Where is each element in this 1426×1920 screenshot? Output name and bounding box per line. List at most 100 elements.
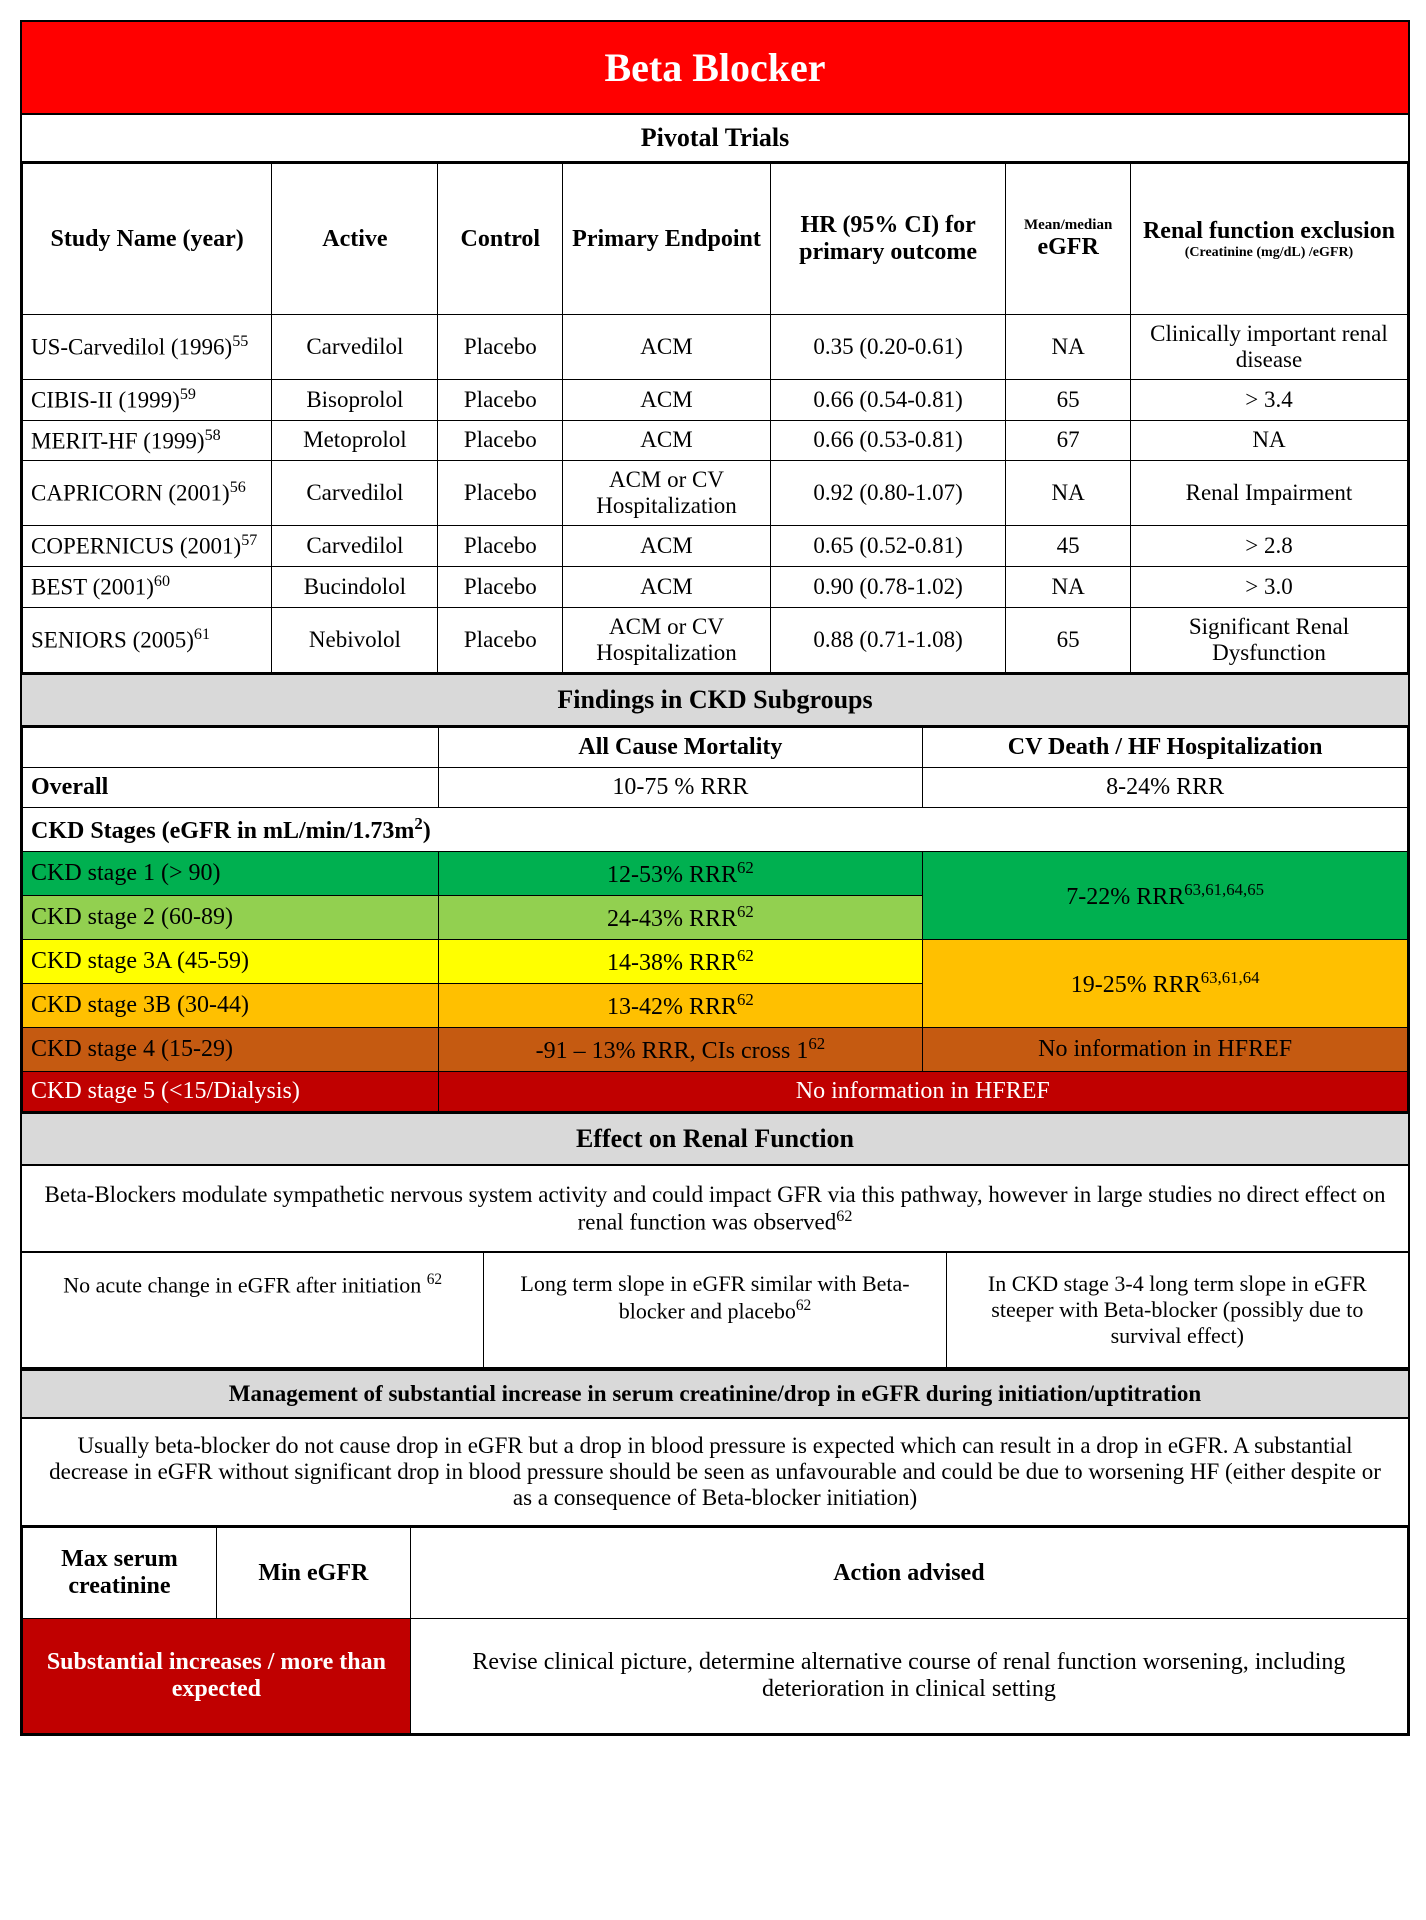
egfr-top-label: Mean/median (1010, 217, 1126, 234)
cell-primary: ACM (563, 315, 771, 380)
cell-active: Bucindolol (272, 566, 438, 607)
cell-control: Placebo (438, 607, 563, 672)
cell-hr: 0.90 (0.78-1.02) (770, 566, 1005, 607)
ckd-stage1-row: CKD stage 1 (> 90) 12-53% RRR62 7-22% RR… (23, 851, 1408, 895)
table-row: SENIORS (2005)61NebivololPlaceboACM or C… (23, 607, 1408, 672)
cell-active: Carvedilol (272, 526, 438, 567)
cell-excl: NA (1130, 420, 1407, 461)
cell-control: Placebo (438, 526, 563, 567)
main-container: Beta Blocker Pivotal Trials Study Name (… (20, 20, 1410, 1736)
ckd-stage5-label: CKD stage 5 (<15/Dialysis) (23, 1071, 439, 1111)
ckd-stage3b-acm: 13-42% RRR62 (438, 983, 923, 1027)
ckd-stage3-cv: 19-25% RRR63,61,64 (923, 939, 1408, 1027)
pivotal-header-row: Study Name (year) Active Control Primary… (23, 164, 1408, 315)
ckd-stages-row: CKD Stages (eGFR in mL/min/1.73m2) (23, 807, 1408, 851)
cell-egfr: 67 (1006, 420, 1131, 461)
cell-egfr: NA (1006, 566, 1131, 607)
cell-egfr: NA (1006, 315, 1131, 380)
action-row: Substantial increases / more than expect… (23, 1619, 1408, 1734)
ckd-stage1-acm: 12-53% RRR62 (438, 851, 923, 895)
cell-excl: Renal Impairment (1130, 461, 1407, 526)
ckd-stage4-cv: No information in HFREF (923, 1027, 1408, 1071)
cell-study: COPERNICUS (2001)57 (23, 526, 272, 567)
cell-study: SENIORS (2005)61 (23, 607, 272, 672)
cell-primary: ACM (563, 526, 771, 567)
ckd-stage3a-label: CKD stage 3A (45-59) (23, 939, 439, 983)
cell-excl: > 3.0 (1130, 566, 1407, 607)
egfr-label: eGFR (1037, 234, 1098, 260)
ckd-stage3b-label: CKD stage 3B (30-44) (23, 983, 439, 1027)
col-min-egfr: Min eGFR (216, 1528, 410, 1619)
cell-primary: ACM (563, 566, 771, 607)
cell-excl: Significant Renal Dysfunction (1130, 607, 1407, 672)
ckd-overall-row: Overall 10-75 % RRR 8-24% RRR (23, 767, 1408, 807)
cell-control: Placebo (438, 380, 563, 421)
cell-primary: ACM or CV Hospitalization (563, 607, 771, 672)
ckd-col-row: All Cause Mortality CV Death / HF Hospit… (23, 727, 1408, 767)
col-renal: Renal function exclusion (Creatinine (mg… (1130, 164, 1407, 315)
action-header-row: Max serum creatinine Min eGFR Action adv… (23, 1528, 1408, 1619)
cell-egfr: 65 (1006, 607, 1131, 672)
col-egfr: Mean/median eGFR (1006, 164, 1131, 315)
cell-active: Metoprolol (272, 420, 438, 461)
cell-primary: ACM (563, 420, 771, 461)
action-row-label: Substantial increases / more than expect… (23, 1619, 411, 1734)
table-row: BEST (2001)60BucindololPlaceboACM0.90 (0… (23, 566, 1408, 607)
cell-study: CAPRICORN (2001)56 (23, 461, 272, 526)
cell-study: MERIT-HF (1999)58 (23, 420, 272, 461)
cell-hr: 0.66 (0.54-0.81) (770, 380, 1005, 421)
ckd-stage12-cv: 7-22% RRR63,61,64,65 (923, 851, 1408, 939)
ckd-stage5-row: CKD stage 5 (<15/Dialysis) No informatio… (23, 1071, 1408, 1111)
table-row: CAPRICORN (2001)56CarvedilolPlaceboACM o… (23, 461, 1408, 526)
cell-excl: Clinically important renal disease (1130, 315, 1407, 380)
cell-study: US-Carvedilol (1996)55 (23, 315, 272, 380)
cell-control: Placebo (438, 315, 563, 380)
cell-hr: 0.65 (0.52-0.81) (770, 526, 1005, 567)
overall-cv: 8-24% RRR (923, 767, 1408, 807)
cell-control: Placebo (438, 566, 563, 607)
col-max-creat: Max serum creatinine (23, 1528, 217, 1619)
col-primary: Primary Endpoint (563, 164, 771, 315)
col-control: Control (438, 164, 563, 315)
col-active: Active (272, 164, 438, 315)
ckd-blank (23, 727, 439, 767)
cell-excl: > 2.8 (1130, 526, 1407, 567)
title-bar: Beta Blocker (22, 22, 1408, 115)
cell-hr: 0.66 (0.53-0.81) (770, 420, 1005, 461)
table-row: COPERNICUS (2001)57CarvedilolPlaceboACM0… (23, 526, 1408, 567)
renal-three-col: No acute change in eGFR after initiation… (22, 1253, 1408, 1369)
ckd-header: Findings in CKD Subgroups (22, 673, 1408, 727)
table-row: MERIT-HF (1999)58MetoprololPlaceboACM0.6… (23, 420, 1408, 461)
ckd-stage1-label: CKD stage 1 (> 90) (23, 851, 439, 895)
ckd-stage4-label: CKD stage 4 (15-29) (23, 1027, 439, 1071)
col-study: Study Name (year) (23, 164, 272, 315)
overall-label: Overall (23, 767, 439, 807)
cell-active: Nebivolol (272, 607, 438, 672)
table-row: CIBIS-II (1999)59BisoprololPlaceboACM0.6… (23, 380, 1408, 421)
overall-acm: 10-75 % RRR (438, 767, 923, 807)
cell-control: Placebo (438, 461, 563, 526)
renal-col1: No acute change in eGFR after initiation… (22, 1253, 484, 1367)
cell-study: BEST (2001)60 (23, 566, 272, 607)
action-table: Max serum creatinine Min eGFR Action adv… (22, 1527, 1408, 1734)
cell-active: Bisoprolol (272, 380, 438, 421)
cell-egfr: 45 (1006, 526, 1131, 567)
mgmt-header: Management of substantial increase in se… (22, 1369, 1408, 1419)
ckd-stage5-text: No information in HFREF (438, 1071, 1408, 1111)
renal-label: Renal function exclusion (1143, 218, 1395, 244)
cell-egfr: 65 (1006, 380, 1131, 421)
ckd-stage3a-acm: 14-38% RRR62 (438, 939, 923, 983)
renal-sub-label: (Creatinine (mg/dL) /eGFR) (1135, 245, 1403, 261)
ckd-stage3a-row: CKD stage 3A (45-59) 14-38% RRR62 19-25%… (23, 939, 1408, 983)
pivotal-table: Study Name (year) Active Control Primary… (22, 163, 1408, 673)
cell-excl: > 3.4 (1130, 380, 1407, 421)
renal-col3: In CKD stage 3-4 long term slope in eGFR… (947, 1253, 1408, 1367)
ckd-col-cv: CV Death / HF Hospitalization (923, 727, 1408, 767)
cell-hr: 0.35 (0.20-0.61) (770, 315, 1005, 380)
ckd-col-acm: All Cause Mortality (438, 727, 923, 767)
mgmt-text: Usually beta-blocker do not cause drop i… (22, 1419, 1408, 1527)
cell-active: Carvedilol (272, 461, 438, 526)
renal-header: Effect on Renal Function (22, 1112, 1408, 1166)
ckd-stage4-row: CKD stage 4 (15-29) -91 – 13% RRR, CIs c… (23, 1027, 1408, 1071)
cell-primary: ACM (563, 380, 771, 421)
